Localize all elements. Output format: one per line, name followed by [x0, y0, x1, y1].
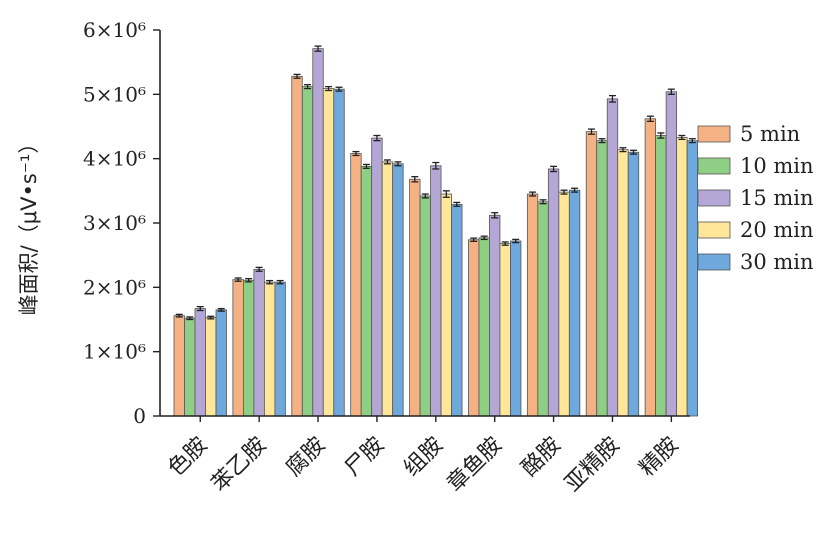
bar [499, 243, 511, 417]
x-tick-label: 组胺 [399, 433, 448, 482]
bar [451, 203, 463, 417]
legend-label: 10 min [740, 154, 814, 178]
bar [215, 309, 227, 417]
bar [419, 195, 431, 417]
bar [301, 86, 314, 417]
y-tick-label: 5×10⁶ [83, 82, 146, 106]
y-ticks-layer: 0 1×10⁶ 2×10⁶ 3×10⁶ 4×10⁶ 5×10⁶ 6×10⁶ [83, 18, 160, 428]
legend-swatch [697, 221, 731, 239]
legend-swatch [697, 253, 731, 271]
x-tick-label: 亚精胺 [560, 433, 624, 497]
bar [253, 268, 265, 417]
bar [333, 88, 345, 417]
legend-swatch [697, 157, 731, 175]
bar [627, 151, 640, 417]
bar [606, 98, 619, 417]
bar [489, 214, 501, 417]
bar [676, 137, 688, 417]
bar [184, 317, 196, 417]
bar [585, 131, 598, 417]
x-tick-label: 色胺 [164, 433, 213, 482]
bar [430, 165, 442, 417]
y-tick-label: 1×10⁶ [83, 340, 146, 364]
x-tick-label: 酪胺 [517, 433, 566, 482]
bar [194, 308, 206, 417]
y-tick-label: 2×10⁶ [83, 275, 146, 299]
y-axis-title: 峰面积/（μV•s⁻¹） [17, 133, 41, 316]
legend-swatch [697, 189, 731, 207]
bar [526, 193, 539, 417]
bar [617, 149, 629, 417]
bar [274, 281, 286, 417]
legend-label: 20 min [740, 218, 814, 242]
legend-label: 15 min [740, 186, 814, 210]
bar [686, 140, 699, 417]
x-tick-label: 尸胺 [340, 433, 389, 482]
legend-label: 30 min [740, 250, 814, 274]
bar [440, 193, 452, 417]
bar [510, 240, 522, 417]
legend-swatch [697, 125, 731, 143]
bar [360, 165, 373, 417]
y-tick-label: 6×10⁶ [83, 18, 146, 42]
bar [537, 201, 549, 417]
y-axis-title-group: 峰面积/（μV•s⁻¹） [17, 133, 41, 316]
bar [263, 281, 276, 417]
bar [468, 239, 480, 417]
bar [644, 118, 657, 417]
bar [392, 163, 404, 417]
y-tick-label: 0 [133, 404, 146, 428]
x-tick-label: 章鱼胺 [443, 433, 507, 497]
bar [322, 88, 335, 417]
bar [547, 168, 560, 417]
bar [409, 178, 421, 417]
bar [478, 237, 490, 417]
y-tick-label: 3×10⁶ [83, 211, 146, 235]
y-tick-label: 4×10⁶ [83, 147, 146, 171]
bar [173, 315, 185, 417]
bars-layer [173, 45, 699, 417]
x-tick-label: 精胺 [635, 433, 684, 482]
bar [291, 75, 303, 417]
bar [665, 91, 678, 417]
bar [568, 189, 581, 417]
bar [655, 135, 667, 417]
bar [205, 317, 217, 417]
bar [558, 191, 570, 417]
bar [371, 137, 383, 417]
x-tick-label: 苯乙胺 [207, 433, 271, 497]
legend-label: 5 min [740, 122, 800, 146]
bar [350, 153, 362, 417]
bar [596, 140, 608, 417]
bar [242, 279, 255, 417]
bar [381, 161, 394, 417]
x-tick-label: 腐胺 [281, 433, 330, 482]
legend: 5 min 10 min 15 min 20 min 30 min [697, 122, 814, 274]
bar [232, 279, 244, 417]
bar [312, 48, 324, 417]
